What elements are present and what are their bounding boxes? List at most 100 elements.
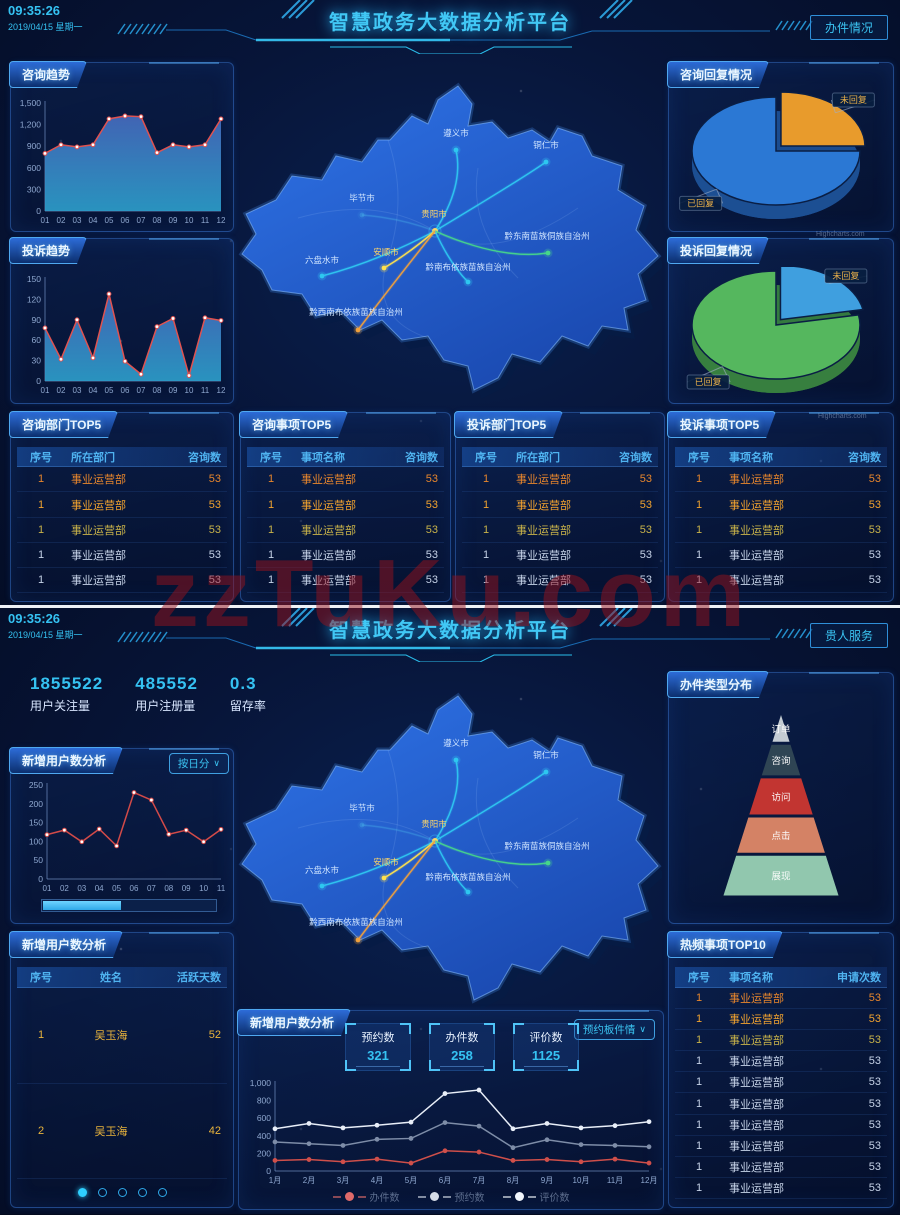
column-header: 序号 <box>688 451 710 464</box>
table-cell: 事业运营部 <box>516 524 571 537</box>
svg-text:12: 12 <box>217 216 226 225</box>
table-row: 1 事业运营部 53 <box>675 543 887 568</box>
table-cell: 1 <box>37 473 45 486</box>
pagination-dot[interactable] <box>97 1188 107 1197</box>
new-users-table: 序号 姓名 活跃天数 1 吴玉海 52 2 吴玉海 42 <box>17 967 227 1179</box>
table-cell: 1 <box>695 573 703 586</box>
table-cell: 1 <box>482 548 490 561</box>
table-cell: 53 <box>868 548 881 561</box>
case-status-button[interactable]: 办件情况 <box>809 15 888 40</box>
table-row: 1 事业运营部 53 <box>675 492 887 518</box>
table-cell: 1 <box>695 498 703 511</box>
table-cell: 事业运营部 <box>301 474 356 487</box>
table-header-row: 序号 事项名称 申请次数 <box>675 967 887 988</box>
svg-text:05: 05 <box>105 386 114 395</box>
svg-text:11: 11 <box>217 884 226 893</box>
summary-label: 预约数 <box>361 1032 395 1044</box>
table-row: 1 事业运营部 53 <box>17 543 227 568</box>
monthly-filter-dropdown[interactable]: 预约板件情 ∨ <box>573 1019 655 1040</box>
svg-text:06: 06 <box>121 386 130 395</box>
column-header: 咨询数 <box>188 451 221 464</box>
table-row: 1 事业运营部 53 <box>675 988 887 1010</box>
table-cell: 事业运营部 <box>301 524 356 537</box>
table-cell: 53 <box>868 1139 881 1152</box>
table-cell: 事业运营部 <box>729 1140 784 1153</box>
table-cell: 1 <box>267 548 275 561</box>
table-cell: 1 <box>695 548 703 561</box>
date: 2019/04/15 星期一 <box>8 22 83 32</box>
table-row: 1 事业运营部 53 <box>675 568 887 594</box>
svg-text:1月: 1月 <box>269 1176 281 1185</box>
svg-text:1,500: 1,500 <box>20 98 42 108</box>
table-cell: 53 <box>868 1181 881 1194</box>
table-cell: 53 <box>868 1076 881 1089</box>
column-header: 咨询数 <box>405 451 438 464</box>
pagination-dot[interactable] <box>117 1188 127 1197</box>
table-row: 1 事业运营部 53 <box>675 1093 887 1115</box>
table-row: 1 事业运营部 53 <box>462 518 658 543</box>
map-city-label: 毕节市 <box>349 803 375 813</box>
table-cell: 事业运营部 <box>301 549 356 562</box>
chevron-down-icon: ∨ <box>639 1024 646 1034</box>
table-cell: 53 <box>208 548 221 561</box>
summary-box-预约数: 预约数 321 <box>345 1023 411 1071</box>
svg-text:800: 800 <box>257 1096 271 1106</box>
chart-credit: Highcharts.com <box>816 231 865 238</box>
map-city-label: 安顺市 <box>373 857 399 867</box>
kpi-label: 用户注册量 <box>135 699 196 713</box>
panel-monthly-analysis: 新增用户数分析 预约板件情 ∨ 预约数 321 办件数 258 评价数 1125 0 200… <box>238 1010 664 1210</box>
map-city-label: 贵阳市 <box>421 819 447 829</box>
legend-item[interactable]: 评价数 <box>502 1189 570 1204</box>
table-row: 1 事业运营部 53 <box>17 518 227 543</box>
pagination-dot[interactable] <box>137 1188 147 1197</box>
panel-hot-items: 热频事项TOP10 序号 事项名称 申请次数 1 事业运营部 53 1 事业运营部 53 1 事业运… <box>668 932 894 1208</box>
pagination-dot[interactable] <box>157 1188 167 1197</box>
svg-text:90: 90 <box>32 315 42 325</box>
kpi-label: 用户关注量 <box>30 699 91 713</box>
svg-text:200: 200 <box>29 799 43 809</box>
table-cell: 42 <box>208 1124 221 1137</box>
table-row: 1 事业运营部 53 <box>247 518 444 543</box>
table-row: 1 事业运营部 53 <box>675 518 887 543</box>
column-header: 事项名称 <box>301 451 345 464</box>
daily-filter-dropdown[interactable]: 按日分 ∨ <box>168 753 229 774</box>
svg-text:8月: 8月 <box>507 1176 519 1185</box>
table-cell: 事业运营部 <box>729 499 784 512</box>
legend-item[interactable]: 预约数 <box>417 1189 485 1204</box>
map-city-label: 黔东南苗族侗族自治州 <box>504 841 589 851</box>
header-bottom: 09:35:26 2019/04/15 星期一 智慧政务大数据分析平台 贵人服务 <box>0 608 900 662</box>
svg-text:07: 07 <box>137 386 146 395</box>
table-cell: 53 <box>425 498 438 511</box>
svg-text:08: 08 <box>153 216 162 225</box>
legend-item[interactable]: 办件数 <box>332 1189 400 1204</box>
data-zoom-slider[interactable] <box>41 899 217 912</box>
column-header: 序号 <box>30 972 52 984</box>
svg-text:01: 01 <box>41 216 50 225</box>
pagination-dot[interactable] <box>77 1188 87 1197</box>
panel-title: 投诉趋势 <box>9 237 87 264</box>
summary-value: 321 <box>356 1048 400 1067</box>
panel-title: 咨询事项TOP5 <box>239 411 348 438</box>
kpi-stats: 1855522 用户关注量 485552 用户注册量 0.3 留存率 <box>30 674 266 714</box>
column-header: 咨询数 <box>848 451 881 464</box>
complaint-dept-table: 序号 所在部门 咨询数 1 事业运营部 53 1 事业运营部 53 1 事业运营部 53 1 事业运营部 5… <box>462 447 658 594</box>
legend-label: 办件数 <box>369 1193 400 1204</box>
table-cell: 事业运营部 <box>729 474 784 487</box>
svg-text:100: 100 <box>29 836 43 846</box>
summary-value: 258 <box>440 1048 484 1067</box>
map-city-label: 遵义市 <box>443 128 469 138</box>
panel-complaint-trend: 投诉趋势 0 30 60 90 120 150 01 02 03 04 05 06 07 08 09 10 11… <box>10 238 234 404</box>
svg-text:12: 12 <box>217 386 226 395</box>
legend-label: 预约数 <box>454 1193 485 1204</box>
slider-fill[interactable] <box>43 901 122 910</box>
table-row: 1 事业运营部 53 <box>247 467 444 493</box>
vip-service-button[interactable]: 贵人服务 <box>809 623 888 648</box>
table-cell: 1 <box>695 1055 703 1068</box>
table-cell: 1 <box>695 473 703 486</box>
table-cell: 事业运营部 <box>729 1119 784 1132</box>
table-cell: 53 <box>868 523 881 536</box>
column-header: 姓名 <box>100 972 122 984</box>
svg-text:0: 0 <box>266 1166 271 1176</box>
table-cell: 事业运营部 <box>516 474 571 487</box>
